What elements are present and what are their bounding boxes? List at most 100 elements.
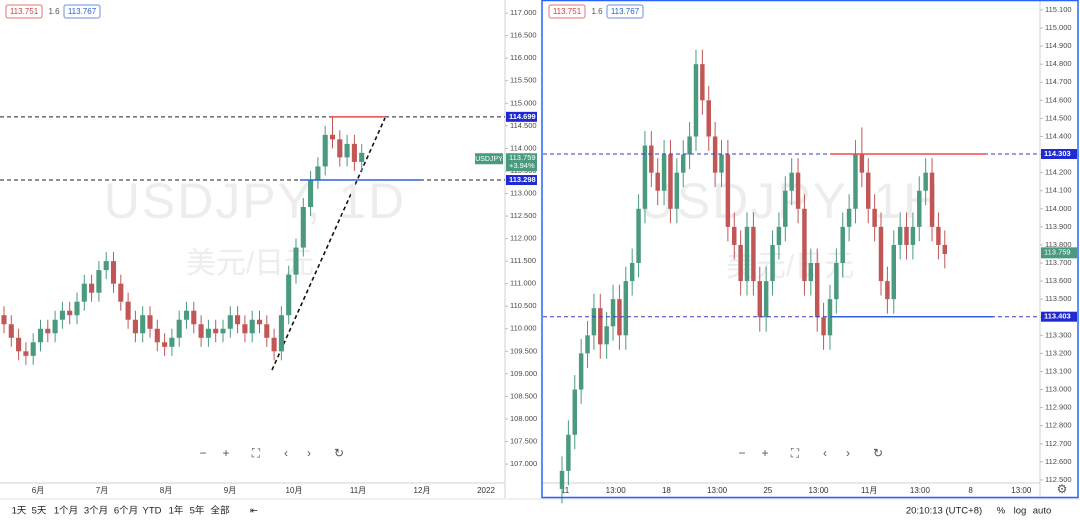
candle-body <box>636 208 641 264</box>
ask-box <box>63 4 101 19</box>
candle-body <box>125 301 131 320</box>
candle-body <box>668 154 673 209</box>
y-tick-label: 114.500 <box>1045 113 1072 122</box>
candle-body <box>923 172 928 191</box>
candle-body <box>700 64 705 101</box>
candle-body <box>1 315 7 325</box>
price-label-box <box>1041 149 1077 160</box>
bid[interactable]: 113.751 <box>10 7 39 16</box>
candle-body <box>198 324 204 338</box>
candle-body <box>235 315 241 325</box>
y-tick-label: 110.500 <box>510 301 537 310</box>
current-price-box <box>506 153 537 172</box>
scale-button[interactable]: % <box>997 506 1006 517</box>
watermark: USDJPY, 1D <box>104 173 407 229</box>
range-button[interactable]: 1年 <box>169 505 184 517</box>
reset-button[interactable]: ↻ <box>873 446 883 460</box>
y-tick-label: 107.500 <box>510 436 537 445</box>
range-button[interactable]: 5年 <box>190 505 205 517</box>
candle-body <box>712 136 718 173</box>
ask[interactable]: 113.767 <box>611 7 640 16</box>
candle-body <box>680 154 686 173</box>
candle-body <box>757 281 763 318</box>
scale-button[interactable]: log <box>1014 506 1027 517</box>
candle-body <box>706 100 711 137</box>
candle-body <box>917 190 922 227</box>
candle-body <box>132 319 138 334</box>
candle-body <box>814 263 820 318</box>
range-button[interactable]: 6个月 <box>114 506 138 517</box>
range-button[interactable]: 3个月 <box>84 506 108 517</box>
y-tick-label: 113.300 <box>1045 330 1072 339</box>
bid[interactable]: 113.751 <box>553 7 582 16</box>
candle-body <box>572 389 577 435</box>
ask[interactable]: 113.767 <box>68 7 97 16</box>
compare-button[interactable]: ⇤ <box>250 506 258 517</box>
y-tick-label: 109.500 <box>510 346 537 355</box>
bid-box <box>548 4 586 19</box>
zoom-in-button[interactable]: + <box>222 446 229 460</box>
candle-body <box>329 134 336 140</box>
candle-body <box>147 315 153 329</box>
candle-body <box>789 172 794 191</box>
price-label: 114.303 <box>1044 149 1071 158</box>
y-tick-label: 112.700 <box>1045 439 1072 448</box>
candle-body <box>610 299 616 327</box>
fit-button[interactable]: ⛶ <box>251 446 261 460</box>
candle-body <box>872 208 877 227</box>
y-tick-label: 114.900 <box>1045 41 1072 50</box>
x-tick-label: 6月 <box>32 486 44 495</box>
candle-body <box>904 226 909 245</box>
candle-body <box>81 283 87 302</box>
candle-body <box>566 434 571 471</box>
reset-button[interactable]: ↻ <box>334 446 344 460</box>
x-tick-label: 12月 <box>414 486 431 495</box>
range-button[interactable]: 1天 <box>12 506 27 517</box>
range-button[interactable]: 全部 <box>210 505 229 517</box>
candle-body <box>249 319 255 334</box>
scale-button[interactable]: auto <box>1033 506 1052 517</box>
scroll-right-button[interactable]: › <box>307 446 311 460</box>
zoom-in-button[interactable]: + <box>761 446 768 460</box>
settings-button[interactable]: ⚙ <box>1057 482 1068 496</box>
scroll-left-button[interactable]: ‹ <box>823 446 827 460</box>
ask-box <box>606 4 644 19</box>
zoom-out-button[interactable]: − <box>738 446 745 460</box>
candle-body <box>169 337 175 347</box>
candle-body <box>859 154 865 173</box>
candle-body <box>162 342 168 347</box>
scroll-left-button[interactable]: ‹ <box>284 446 288 460</box>
candle-body <box>687 136 692 155</box>
candle-body <box>827 299 833 336</box>
candle-body <box>834 263 839 300</box>
current-price: 113.759 <box>509 153 536 162</box>
symbol-tag-box <box>475 153 503 165</box>
y-tick-label: 117.000 <box>510 8 537 17</box>
x-tick-label: 10月 <box>286 486 303 495</box>
y-tick-label: 115.000 <box>510 98 537 107</box>
range-button[interactable]: YTD <box>143 506 162 517</box>
candle-body <box>808 263 814 282</box>
scroll-right-button[interactable]: › <box>846 446 850 460</box>
candle-body <box>293 247 299 275</box>
range-button[interactable]: 5天 <box>32 506 47 517</box>
candle-body <box>359 152 365 162</box>
range-button[interactable]: 1个月 <box>54 506 78 517</box>
candle-body <box>732 226 737 245</box>
y-tick-label: 113.900 <box>1045 222 1072 231</box>
candle-body <box>23 351 29 356</box>
candle-body <box>802 208 807 282</box>
candle-body <box>351 143 357 162</box>
fit-button[interactable]: ⛶ <box>790 446 800 460</box>
candle-body <box>910 226 916 245</box>
candle-body <box>205 328 211 338</box>
candle-body <box>300 207 306 248</box>
candle-body <box>559 470 565 489</box>
zoom-out-button[interactable]: − <box>199 446 206 460</box>
candle-body <box>629 263 635 282</box>
y-tick-label: 112.500 <box>1045 475 1072 484</box>
candle-body <box>623 281 629 336</box>
candle-body <box>213 328 219 334</box>
